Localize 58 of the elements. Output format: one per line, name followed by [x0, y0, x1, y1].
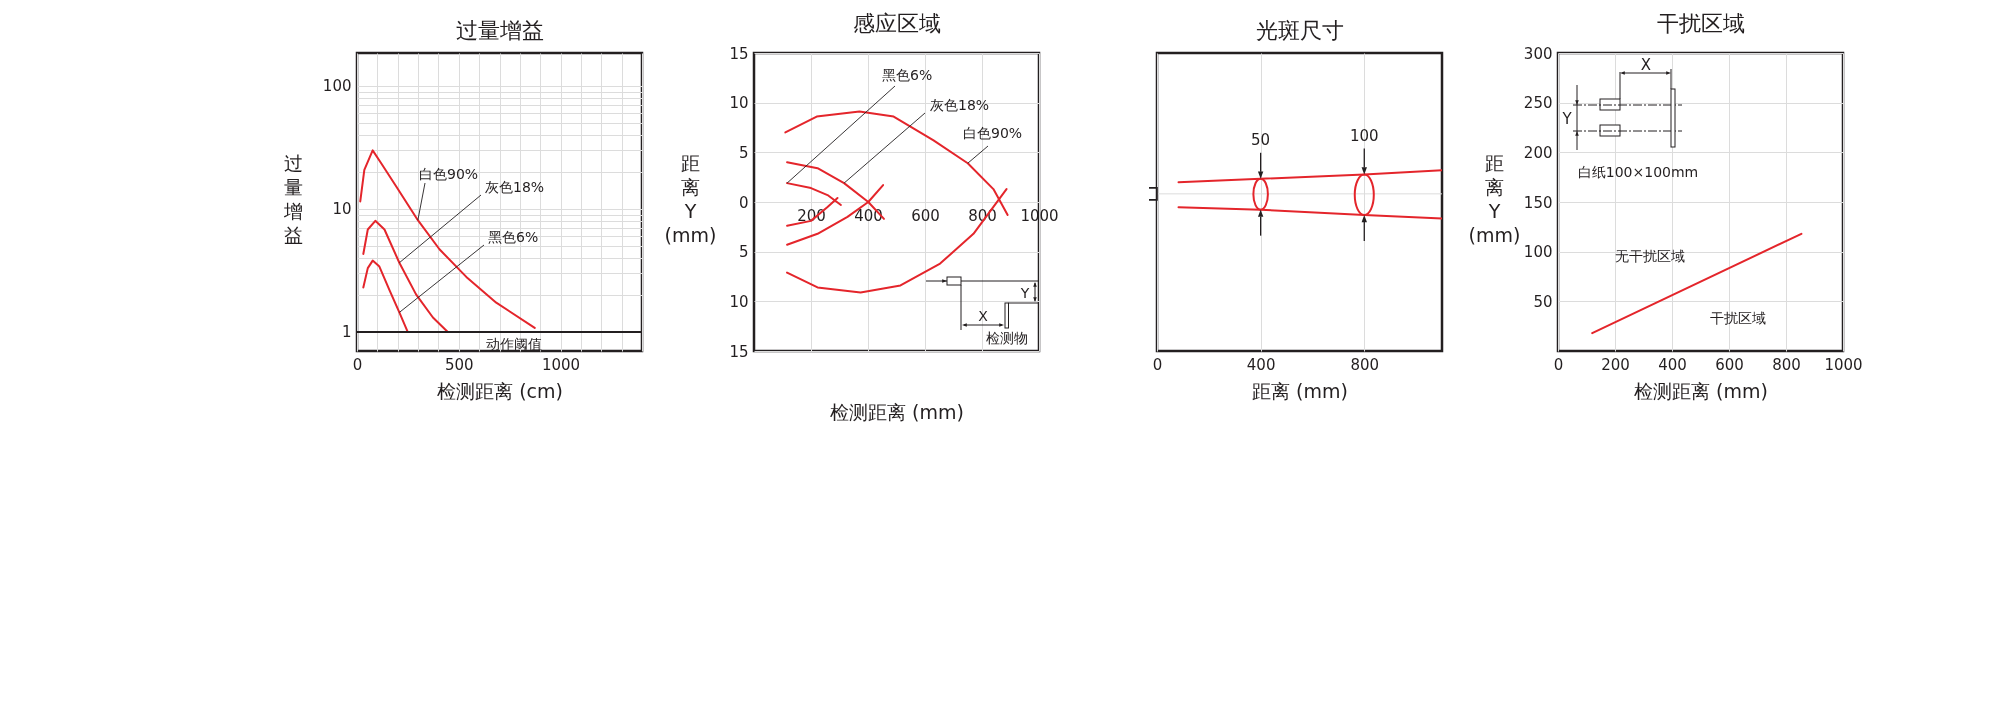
annotation: 无干扰区域	[1615, 248, 1685, 264]
line-series	[362, 219, 449, 333]
text: 灰色18%	[930, 97, 990, 113]
chart-title: 感应区域	[852, 11, 941, 36]
x-tick-label: 600	[911, 206, 940, 225]
annotation: X	[978, 308, 989, 324]
annotation: Y	[1561, 109, 1573, 128]
chart-title: 干扰区域	[1656, 11, 1745, 36]
y-tick-label: 1	[341, 323, 352, 342]
y-tick-label: 150	[1523, 193, 1553, 212]
x-axis-title: 检测距离 (mm)	[1634, 379, 1768, 402]
series-label: 白色90%	[419, 166, 479, 182]
x-tick-label: 1000	[541, 355, 581, 374]
annotation: 白纸100×100mm	[1577, 164, 1699, 180]
y-tick-label: 100	[1523, 243, 1553, 262]
y-tick-label: 300	[1523, 44, 1553, 63]
ref-line-label: 动作阈值	[485, 335, 542, 352]
x-tick-label: 800	[1772, 355, 1801, 374]
annotation: 检测物	[986, 330, 1028, 346]
x-tick-label: 800	[1350, 355, 1380, 374]
y-tick-label: 10	[332, 200, 352, 219]
x-axis-title: 检测距离 (cm)	[437, 379, 563, 402]
y-tick-label: 10	[729, 94, 749, 113]
series-label: 白色90%	[963, 125, 1023, 141]
x-axis-title: 距离 (mm)	[1252, 379, 1348, 402]
x-tick-label: 0	[1152, 355, 1163, 374]
x-axis-title: 检测距离 (mm)	[830, 400, 964, 423]
y-tick-label: 15	[729, 44, 749, 63]
text: 黑色6%	[488, 229, 539, 245]
x-tick-label: 400	[854, 206, 883, 225]
x-tick-label: 600	[1715, 355, 1744, 374]
y-tick-label: 15	[729, 342, 749, 361]
y-axis-title: 距离 Y (mm)	[1468, 151, 1521, 246]
y-tick-label: 50	[1533, 292, 1553, 311]
y-tick-label: 5	[738, 143, 749, 162]
annotation: 100	[1349, 127, 1379, 146]
y-axis-title: 距离 Y (mm)	[664, 151, 717, 246]
y-tick-label: 10	[729, 292, 749, 311]
annotation: 干扰区域	[1710, 310, 1766, 326]
y-tick-label: 100	[322, 77, 352, 96]
y-tick-label: 250	[1523, 94, 1553, 113]
annotation: Y	[1019, 285, 1030, 301]
y-axis-title: 过量增益	[283, 151, 303, 246]
text: 黑色6%	[882, 67, 933, 83]
annotation: X	[1640, 55, 1652, 74]
annotation: 50	[1251, 131, 1271, 150]
y-tick-label: 0	[738, 193, 749, 212]
x-tick-label: 500	[444, 355, 474, 374]
x-tick-label: 1000	[1824, 355, 1863, 374]
line-series	[362, 259, 409, 333]
x-tick-label: 400	[1658, 355, 1687, 374]
x-tick-label: 200	[1601, 355, 1630, 374]
chart-title: 过量增益	[455, 18, 544, 43]
y-tick-label: 200	[1523, 143, 1553, 162]
y-tick-label: 5	[738, 243, 749, 262]
chart-title: 光斑尺寸	[1255, 18, 1344, 43]
text: 灰色18%	[485, 179, 545, 195]
x-tick-label: 400	[1246, 355, 1276, 374]
